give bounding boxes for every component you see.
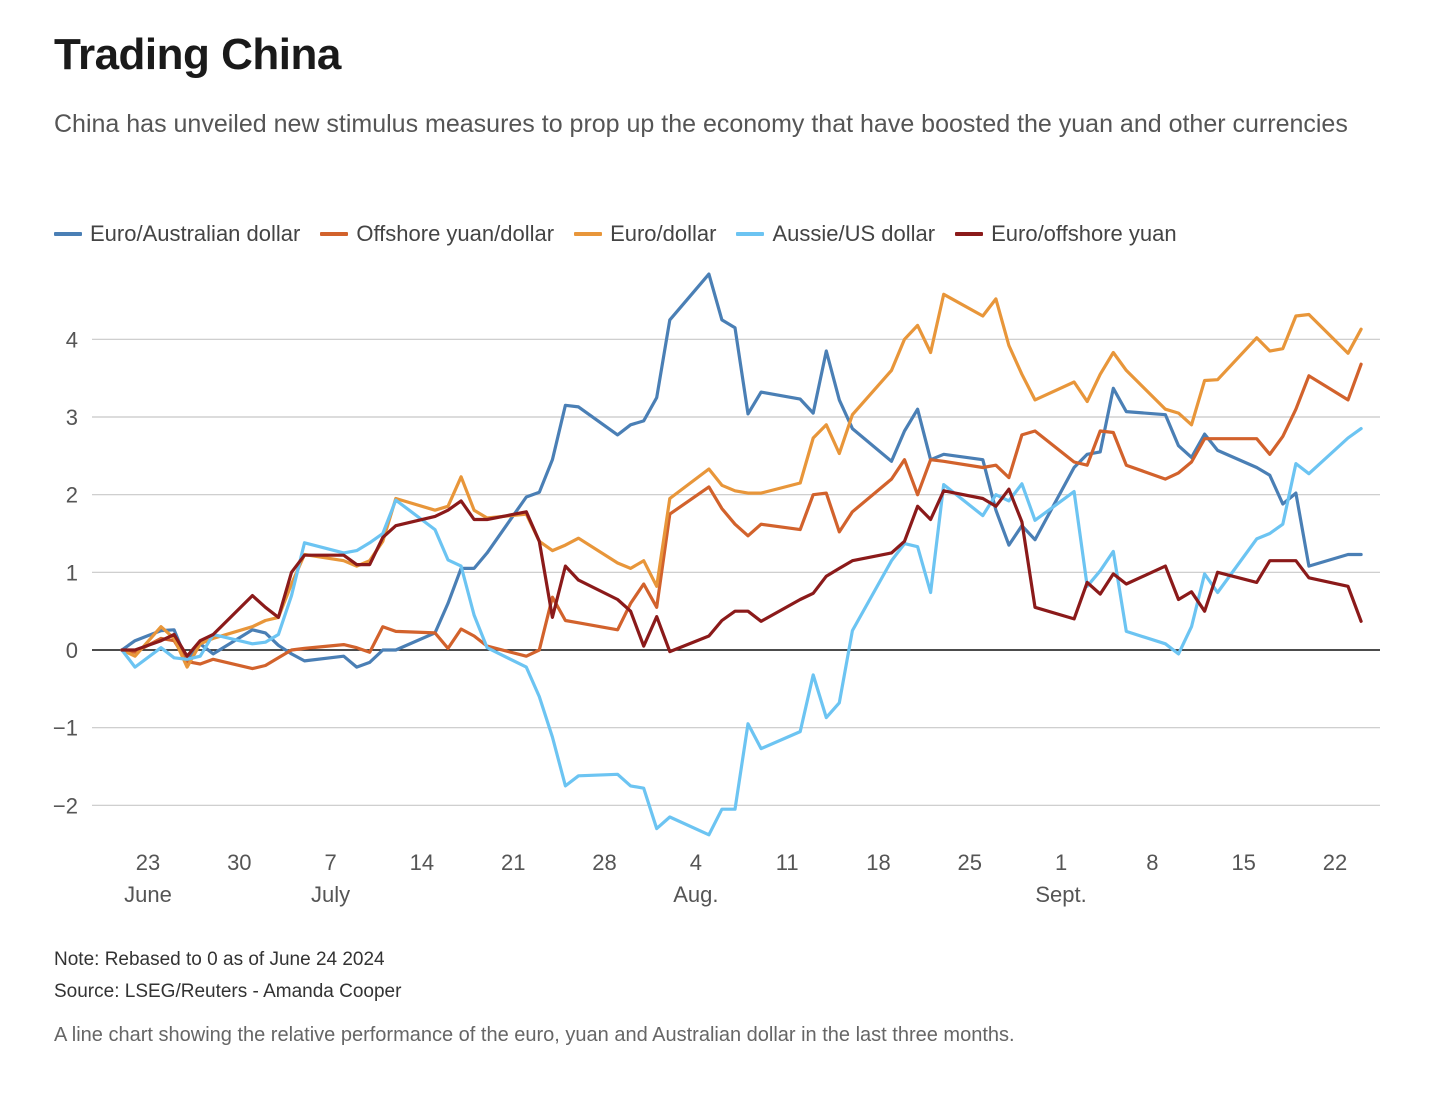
- x-tick-month-label: Sept.: [1035, 882, 1086, 907]
- x-tick-label: 8: [1146, 850, 1158, 875]
- legend-label: Euro/Australian dollar: [90, 221, 301, 246]
- legend-label: Offshore yuan/dollar: [356, 221, 555, 246]
- legend-swatch: [955, 232, 984, 236]
- legend-item: Offshore yuan/dollar: [320, 221, 554, 247]
- legend-swatch: [54, 232, 82, 236]
- y-tick-label: 3: [66, 405, 78, 430]
- series-line-euro-australian-dollar: [120, 272, 1363, 669]
- series-line-offshore-yuan-dollar: [120, 362, 1363, 671]
- x-tick-label: 23: [136, 850, 160, 875]
- chart-subtitle: China has unveiled new stimulus measures…: [54, 110, 1348, 138]
- x-tick-label: 15: [1231, 850, 1255, 875]
- series-line-aussie-us-dollar: [120, 427, 1363, 837]
- legend-item: Euro/offshore yuan: [955, 221, 1177, 247]
- x-tick-month-label: Aug.: [673, 882, 718, 907]
- x-tick-label: 18: [866, 850, 890, 875]
- x-tick-label: 22: [1323, 850, 1347, 875]
- y-tick-label: −1: [53, 716, 78, 741]
- series-line-euro-offshore-yuan: [120, 487, 1363, 658]
- chart-note: Note: Rebased to 0 as of June 24 2024: [54, 949, 385, 970]
- legend-item: Euro/Australian dollar: [54, 221, 300, 247]
- legend-label: Euro/offshore yuan: [991, 221, 1177, 246]
- chart-legend: Euro/Australian dollar Offshore yuan/doll…: [54, 221, 1197, 247]
- y-tick-label: −2: [53, 793, 78, 818]
- x-tick-label: 11: [776, 850, 799, 875]
- x-tick-month-label: July: [311, 882, 350, 907]
- y-tick-label: 4: [66, 327, 78, 352]
- x-tick-label: 21: [501, 850, 525, 875]
- y-tick-label: 2: [66, 483, 78, 508]
- legend-item: Aussie/US dollar: [736, 221, 935, 247]
- x-tick-label: 7: [324, 850, 336, 875]
- legend-swatch: [320, 232, 349, 236]
- chart-title: Trading China: [54, 30, 341, 79]
- chart-caption: A line chart showing the relative perfor…: [54, 1024, 1015, 1046]
- legend-label: Euro/dollar: [610, 221, 717, 246]
- x-tick-label: 28: [592, 850, 616, 875]
- x-tick-label: 1: [1055, 850, 1067, 875]
- gridlines: 4 3 2 1 0 −1 −2: [53, 327, 1380, 818]
- x-tick-month-label: June: [124, 882, 172, 907]
- x-tick-label: 25: [958, 850, 982, 875]
- legend-label: Aussie/US dollar: [772, 221, 936, 246]
- y-tick-label: 1: [66, 560, 78, 585]
- legend-swatch: [574, 232, 603, 236]
- x-tick-label: 14: [410, 850, 434, 875]
- x-tick-label: 30: [227, 850, 251, 875]
- x-axis: 23 June 30 7 July 14 21 28 4 Aug. 11 18 25 1 Sept. 8 15 2…: [124, 850, 1347, 907]
- legend-item: Euro/dollar: [574, 221, 716, 247]
- series-lines: [120, 272, 1363, 837]
- chart-source: Source: LSEG/Reuters - Amanda Cooper: [54, 981, 402, 1002]
- x-tick-label: 4: [690, 850, 702, 875]
- legend-swatch: [736, 232, 765, 236]
- y-tick-label: 0: [66, 638, 78, 663]
